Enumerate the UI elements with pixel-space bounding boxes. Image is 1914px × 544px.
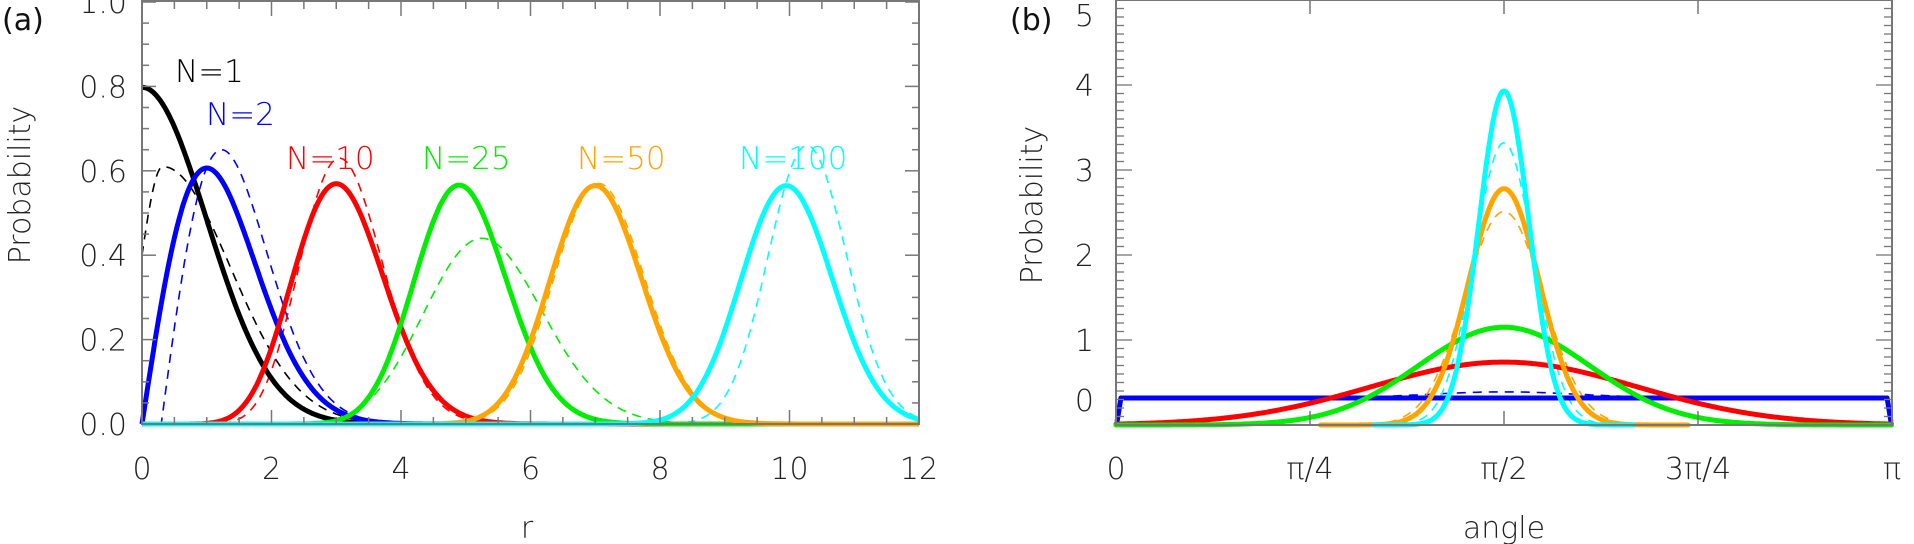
- solid-angle-curve-N10: [1113, 359, 1895, 427]
- solid-angle-curve-N25: [1113, 324, 1895, 428]
- x-tick-label: 0: [1106, 452, 1125, 487]
- dashed-angle-curve-N100: [1116, 141, 1892, 426]
- panel-a-xlabel: r: [521, 511, 534, 544]
- panel-a-ylabel: Probability: [3, 106, 38, 265]
- x-tick-label: 12: [900, 452, 938, 487]
- series-label-n50: N=50: [577, 141, 666, 177]
- dashed-angle-curve-N25: [1116, 324, 1892, 426]
- y-tick-label: 1: [1075, 324, 1094, 359]
- x-tick-label: 4: [391, 452, 410, 487]
- y-tick-label: 0.0: [79, 408, 127, 443]
- x-tick-label: π/4: [1286, 452, 1333, 487]
- panel-a-ticks: [141, 1, 920, 425]
- x-tick-label: 0: [132, 452, 151, 487]
- y-tick-label: 0.2: [79, 324, 127, 359]
- y-tick-label: 0.6: [79, 155, 127, 190]
- x-tick-label: 3π/4: [1665, 452, 1731, 487]
- y-tick-label: 2: [1075, 239, 1094, 274]
- panel-b-xlabel: angle: [1463, 511, 1545, 544]
- y-tick-label: 5: [1075, 0, 1094, 34]
- x-tick-label: 2: [262, 452, 281, 487]
- panel-b-tick-labels: 0 π/4 π/2 3π/4 π 0 1 2 3 4 5: [1075, 0, 1901, 487]
- panel-a-tick-labels: 0 2 4 6 8 10 12 0.0 0.2 0.4 0.6 0.8 1.0: [79, 0, 938, 487]
- series-label-n100: N=100: [739, 141, 847, 177]
- panel-b-label: (b): [1010, 3, 1052, 38]
- panel-a: 0 2 4 6 8 10 12 0.0 0.2 0.4 0.6 0.8 1.0 (a) r Probab…: [2, 0, 938, 544]
- series-label-n25: N=25: [422, 141, 511, 177]
- y-tick-label: 1.0: [79, 0, 127, 21]
- series-label-n2: N=2: [206, 97, 275, 133]
- solid-angle-curve-N50: [1318, 186, 1691, 428]
- series-label-n10: N=10: [286, 141, 375, 177]
- dashed-curve-N=50: [142, 182, 919, 425]
- panel-a-curves: [139, 84, 921, 427]
- x-tick-label: 6: [521, 452, 540, 487]
- panel-a-series-labels: N=1 N=2 N=10 N=25 N=50 N=100: [175, 54, 847, 177]
- series-label-n1: N=1: [175, 54, 244, 90]
- y-tick-label: 0: [1075, 384, 1094, 419]
- x-tick-label: π: [1883, 452, 1901, 487]
- panel-b-ylabel: Probability: [1015, 126, 1050, 285]
- x-tick-label: 10: [770, 452, 808, 487]
- solid-curve-N=50: [140, 183, 921, 427]
- y-tick-label: 3: [1075, 154, 1094, 189]
- x-tick-label: 8: [650, 452, 669, 487]
- panel-b-ticks: [1115, 0, 1893, 426]
- dashed-angle-curve-N50: [1116, 210, 1892, 426]
- x-tick-label: π/2: [1480, 452, 1527, 487]
- panel-a-label: (a): [2, 3, 44, 38]
- y-tick-label: 4: [1075, 69, 1094, 104]
- panel-b: 0 π/4 π/2 3π/4 π 0 1 2 3 4 5 (b) angle Probability: [1010, 0, 1901, 544]
- solid-angle-curve-N2: [1114, 395, 1894, 424]
- panel-b-curves: [1113, 88, 1895, 428]
- solid-curve-N=10: [140, 181, 921, 427]
- y-tick-label: 0.4: [79, 239, 127, 274]
- solid-curve-N=100: [140, 183, 921, 427]
- solid-curve-N=1: [140, 84, 921, 427]
- solid-curve-N=25: [140, 182, 921, 427]
- y-tick-label: 0.8: [79, 70, 127, 105]
